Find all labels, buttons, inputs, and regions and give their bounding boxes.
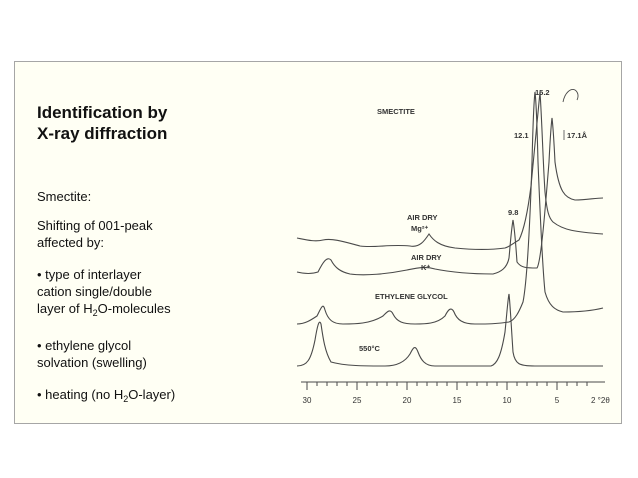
trace-label-air-dry-mg: AIR DRY [407, 213, 438, 222]
figure-label-smectite: SMECTITE [377, 107, 415, 116]
trace-label-ethylene-glycol: ETHYLENE GLYCOL [375, 292, 448, 301]
shifting-line-2: affected by: [37, 235, 104, 250]
smectite-heading: Smectite: [37, 189, 92, 204]
bullet-interlayer-line-2: cation single/double [37, 284, 152, 299]
peak-label-9-8: 9.8 [508, 208, 518, 217]
bullet-interlayer-line-1: • type of interlayer [37, 267, 142, 282]
trace-label-air-dry-k: AIR DRY [411, 253, 442, 262]
x-tick-30: 30 [303, 396, 312, 405]
shifting-line-1: Shifting of 001-peak [37, 218, 153, 233]
bullet-glycol-line-1: • ethylene glycol [37, 338, 132, 353]
bullet-interlayer: • type of interlayer cation single/doubl… [37, 266, 171, 318]
trace-550c [296, 293, 603, 367]
trace-label-550c: 550°C [359, 344, 381, 353]
x-axis-unit: 2 °2θ [591, 396, 610, 405]
bullet-glycol: • ethylene glycol solvation (swelling) [37, 337, 147, 371]
trace-label-mg: Mg²⁺ [411, 224, 428, 233]
x-tick-10: 10 [503, 396, 512, 405]
bullet-heating: • heating (no H2O-layer) [37, 387, 176, 404]
bullet-glycol-line-2: solvation (swelling) [37, 355, 147, 370]
peak-label-12-1: 12.1 [514, 131, 529, 140]
x-tick-25: 25 [353, 396, 362, 405]
peak-label-17-1: 17.1Å [567, 131, 588, 140]
shifting-text: Shifting of 001-peak affected by: [37, 217, 153, 251]
trace-ethylene-glycol [296, 91, 604, 325]
trace-air-dry-mg [296, 91, 604, 251]
peak-label-15-2: 15.2 [535, 88, 550, 97]
xrd-diffractogram: 30 25 20 15 10 5 2 °2θ SMECTITE 15.2 12.… [296, 88, 610, 405]
title-line-2: X-ray diffraction [37, 124, 168, 143]
slide-title: Identification by X-ray diffraction [37, 102, 257, 144]
x-tick-5: 5 [555, 396, 560, 405]
slide: Identification by X-ray diffraction Smec… [14, 61, 622, 424]
bullet-interlayer-line-3: layer of H2O-molecules [37, 301, 171, 318]
x-tick-15: 15 [453, 396, 462, 405]
title-line-1: Identification by [37, 103, 168, 122]
trace-air-dry-k [296, 117, 604, 276]
trace-label-k: K⁺ [421, 263, 430, 272]
x-tick-20: 20 [403, 396, 412, 405]
